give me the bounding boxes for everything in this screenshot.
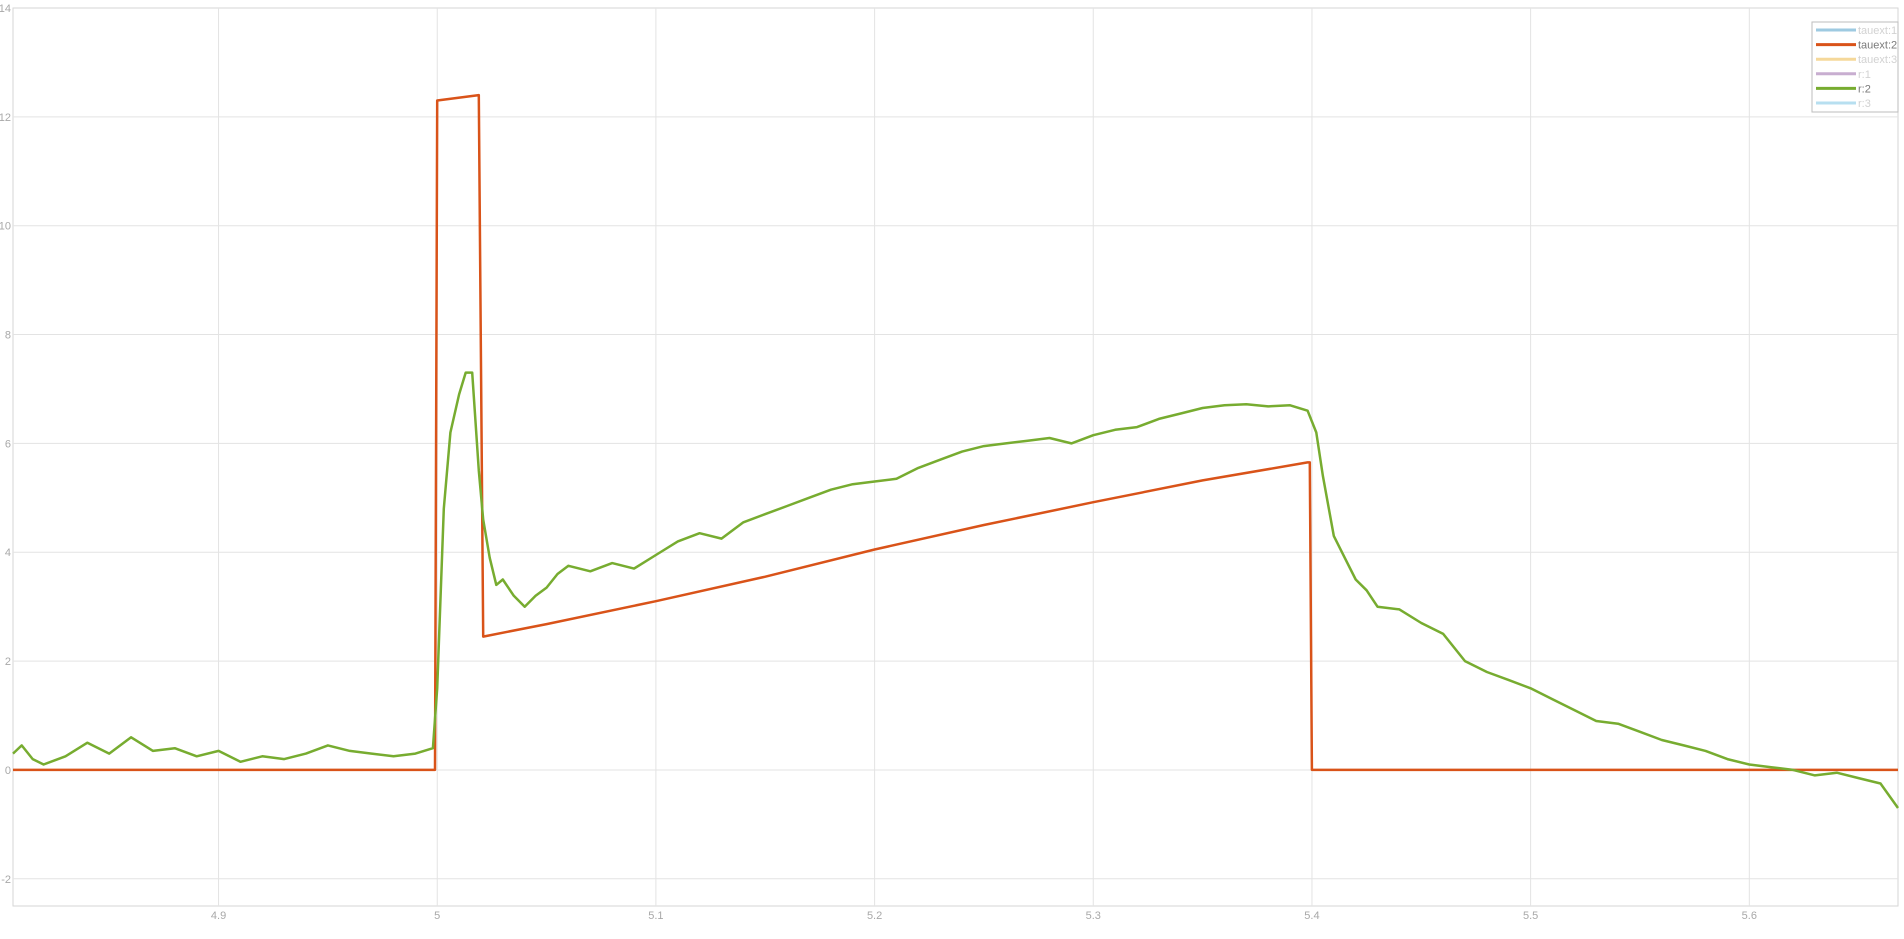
y-tick-label: 2: [5, 656, 11, 668]
series-line-r-2: [12, 371, 1900, 809]
legend-entry-label[interactable]: tauext:2: [1858, 40, 1897, 52]
y-tick-label: 0: [5, 765, 11, 777]
x-tick-label: 5.2: [867, 910, 882, 922]
y-tick-label: 8: [5, 330, 11, 342]
plot-area: [12, 7, 1899, 907]
x-tick-label: 5.1: [648, 910, 663, 922]
legend-entry-label[interactable]: r:2: [1858, 83, 1871, 95]
x-tick-label: 5.4: [1304, 910, 1319, 922]
series-layer: [12, 93, 1900, 809]
y-tick-label: 4: [5, 547, 11, 559]
y-axis-ticks: -2 0 2 4 6 8 10 12 14: [0, 3, 11, 886]
series-line-tauext-2: [13, 93, 1898, 772]
x-axis-ticks: 4.9 5 5.1 5.2 5.3 5.4 5.5 5.6: [211, 910, 1757, 922]
legend-entry-label[interactable]: r:3: [1858, 98, 1871, 110]
legend-entry-label[interactable]: r:1: [1858, 69, 1871, 81]
y-tick-label: -2: [1, 874, 11, 886]
y-tick-label: 14: [0, 3, 11, 15]
y-tick-label: 12: [0, 112, 11, 124]
legend[interactable]: tauext:1 tauext:2 tauext:3 r:1 r:2 r:3: [1811, 21, 1899, 113]
x-tick-label: 4.9: [211, 910, 226, 922]
x-tick-label: 5: [434, 910, 440, 922]
x-tick-label: 5.3: [1086, 910, 1101, 922]
x-tick-label: 5.5: [1523, 910, 1538, 922]
y-tick-label: 10: [0, 221, 11, 233]
legend-box: [1811, 21, 1899, 113]
y-tick-label: 6: [5, 438, 11, 450]
x-tick-label: 5.6: [1742, 910, 1757, 922]
legend-entry-label[interactable]: tauext:3: [1858, 54, 1897, 66]
legend-entry-label[interactable]: tauext:1: [1858, 25, 1897, 37]
